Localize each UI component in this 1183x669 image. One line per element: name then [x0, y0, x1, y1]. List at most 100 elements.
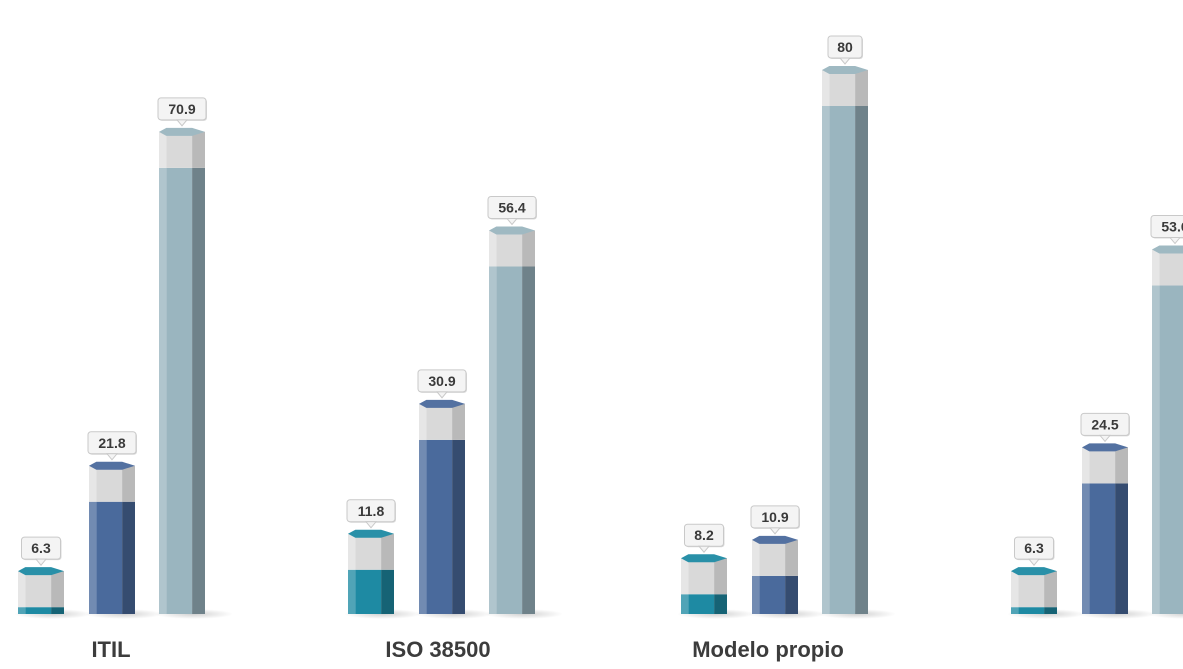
bar-cap-front-face — [496, 230, 523, 267]
bar-body-front-face — [1159, 285, 1183, 614]
value-label-pointer — [697, 545, 711, 554]
value-label: 56.4 — [498, 199, 525, 215]
value-label: 6.3 — [31, 540, 51, 556]
bar: 56.4 — [484, 195, 564, 619]
bar-cap-left-face — [489, 230, 497, 267]
bar-top-face — [1011, 567, 1057, 576]
bar-body-front-face — [759, 575, 786, 614]
bar-cap-front-face — [829, 70, 856, 106]
bar-body-front-face — [426, 439, 453, 614]
bar-body-front-face — [829, 106, 856, 614]
bar-body-left-face — [681, 594, 689, 614]
bar-top-face — [681, 554, 727, 563]
value-label: 10.9 — [761, 509, 788, 525]
bar-cap-right-face — [51, 571, 64, 608]
value-label: 11.8 — [358, 503, 385, 519]
value-label-pointer — [838, 57, 852, 65]
bar-cap-front-face — [25, 571, 52, 608]
value-label: 24.5 — [1091, 416, 1118, 432]
value-label: 53.6 — [1161, 219, 1183, 235]
bar-body-front-face — [25, 607, 52, 614]
bar-cap-front-face — [1089, 447, 1116, 484]
bar-body-left-face — [419, 439, 427, 614]
bar-cap-left-face — [822, 70, 830, 106]
bar-cap-right-face — [1044, 571, 1057, 608]
bar-body-right-face — [452, 439, 465, 614]
value-label: 21.8 — [98, 435, 125, 451]
value-label-pointer — [435, 391, 449, 399]
bar-cap-right-face — [1115, 447, 1128, 484]
bar-body-right-face — [381, 569, 394, 614]
bar: 80 — [817, 35, 897, 619]
bar-cap-front-face — [96, 465, 123, 502]
value-label-pointer — [768, 527, 782, 535]
bar-body-right-face — [785, 575, 798, 614]
bar-cap-left-face — [348, 533, 356, 570]
bar-body-front-face — [96, 501, 123, 614]
bar-cap-front-face — [355, 533, 382, 570]
value-label: 70.9 — [168, 101, 195, 117]
bar-body-right-face — [192, 167, 205, 614]
bar-cap-left-face — [752, 539, 760, 576]
bar-cap-right-face — [122, 465, 135, 502]
category-label-itil: ITIL — [91, 637, 130, 662]
value-label-pointer — [1027, 558, 1041, 566]
bar-cap-right-face — [855, 70, 868, 106]
bar-body-front-face — [1018, 607, 1045, 614]
category-label-modelo-propio: Modelo propio — [692, 637, 844, 662]
value-label: 6.3 — [1024, 540, 1044, 556]
bar-top-face — [18, 567, 64, 576]
bar-body-left-face — [348, 569, 356, 614]
bar: 8.2 — [676, 523, 756, 619]
bar-body-right-face — [714, 594, 727, 614]
bar-top-face — [1152, 245, 1183, 254]
bar-cap-left-face — [1082, 447, 1090, 484]
bar-body-left-face — [1082, 483, 1090, 614]
bar-top-face — [419, 399, 465, 408]
value-label-pointer — [1098, 434, 1112, 443]
bar-body-front-face — [496, 266, 523, 614]
category-label-iso-38500: ISO 38500 — [385, 637, 490, 662]
bar-body-left-face — [89, 501, 97, 614]
bar-body-right-face — [122, 501, 135, 614]
bar: 21.8 — [84, 431, 164, 619]
value-label-pointer — [505, 217, 519, 226]
bar-cap-left-face — [419, 403, 427, 440]
bar-body-left-face — [159, 167, 167, 614]
bar-body-front-face — [1089, 483, 1116, 614]
value-label-pointer — [364, 521, 378, 529]
bar: 53.6 — [1147, 215, 1183, 619]
bar-cap-right-face — [381, 533, 394, 570]
bar-cap-right-face — [192, 131, 205, 168]
bar-body-left-face — [822, 106, 830, 614]
value-label-pointer — [1168, 237, 1182, 245]
bar-cap-right-face — [522, 230, 535, 267]
bar: 24.5 — [1077, 412, 1157, 619]
bar-body-right-face — [1044, 607, 1057, 614]
bar: 11.8 — [343, 499, 423, 619]
value-label-pointer — [105, 453, 119, 461]
bar: 10.9 — [747, 505, 827, 619]
bar: 6.3 — [1006, 536, 1086, 619]
bar: 30.9 — [414, 369, 494, 619]
bar-cap-front-face — [688, 558, 715, 595]
bar-body-left-face — [1152, 285, 1160, 614]
bar-cap-left-face — [89, 465, 97, 502]
bar-cap-left-face — [18, 571, 26, 608]
bar-cap-right-face — [714, 558, 727, 595]
bar-top-face — [89, 461, 135, 470]
bar-cap-front-face — [1159, 249, 1183, 286]
bar-cap-left-face — [1152, 249, 1160, 286]
bar-cap-left-face — [1011, 571, 1019, 608]
value-label: 30.9 — [428, 373, 455, 389]
bar-cap-front-face — [426, 403, 453, 440]
bar-top-face — [822, 66, 868, 74]
bar-top-face — [752, 535, 798, 544]
bar-top-face — [1082, 443, 1128, 452]
bar: 70.9 — [154, 97, 234, 619]
bar-body-front-face — [355, 569, 382, 614]
bar-body-right-face — [1115, 483, 1128, 614]
value-label: 80 — [837, 39, 853, 55]
bar-top-face — [348, 529, 394, 538]
bar-body-left-face — [18, 607, 26, 614]
